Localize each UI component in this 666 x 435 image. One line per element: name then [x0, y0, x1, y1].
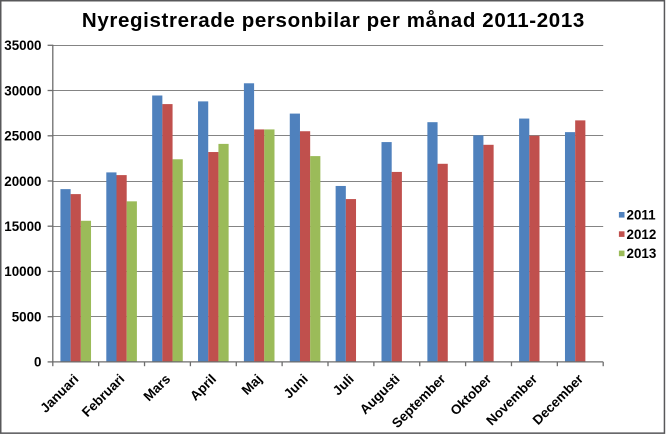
svg-text:Nyregistrerade personbilar per: Nyregistrerade personbilar per månad 201…: [82, 9, 585, 32]
svg-text:30000: 30000: [4, 83, 41, 98]
svg-text:0: 0: [34, 355, 41, 370]
svg-text:15000: 15000: [4, 219, 41, 234]
svg-text:35000: 35000: [4, 38, 41, 53]
svg-text:2012: 2012: [627, 227, 657, 242]
svg-text:2011: 2011: [627, 208, 657, 223]
svg-text:5000: 5000: [12, 310, 42, 325]
svg-text:25000: 25000: [4, 129, 41, 144]
svg-text:20000: 20000: [4, 174, 41, 189]
svg-text:10000: 10000: [4, 264, 41, 279]
svg-text:2013: 2013: [627, 246, 657, 261]
